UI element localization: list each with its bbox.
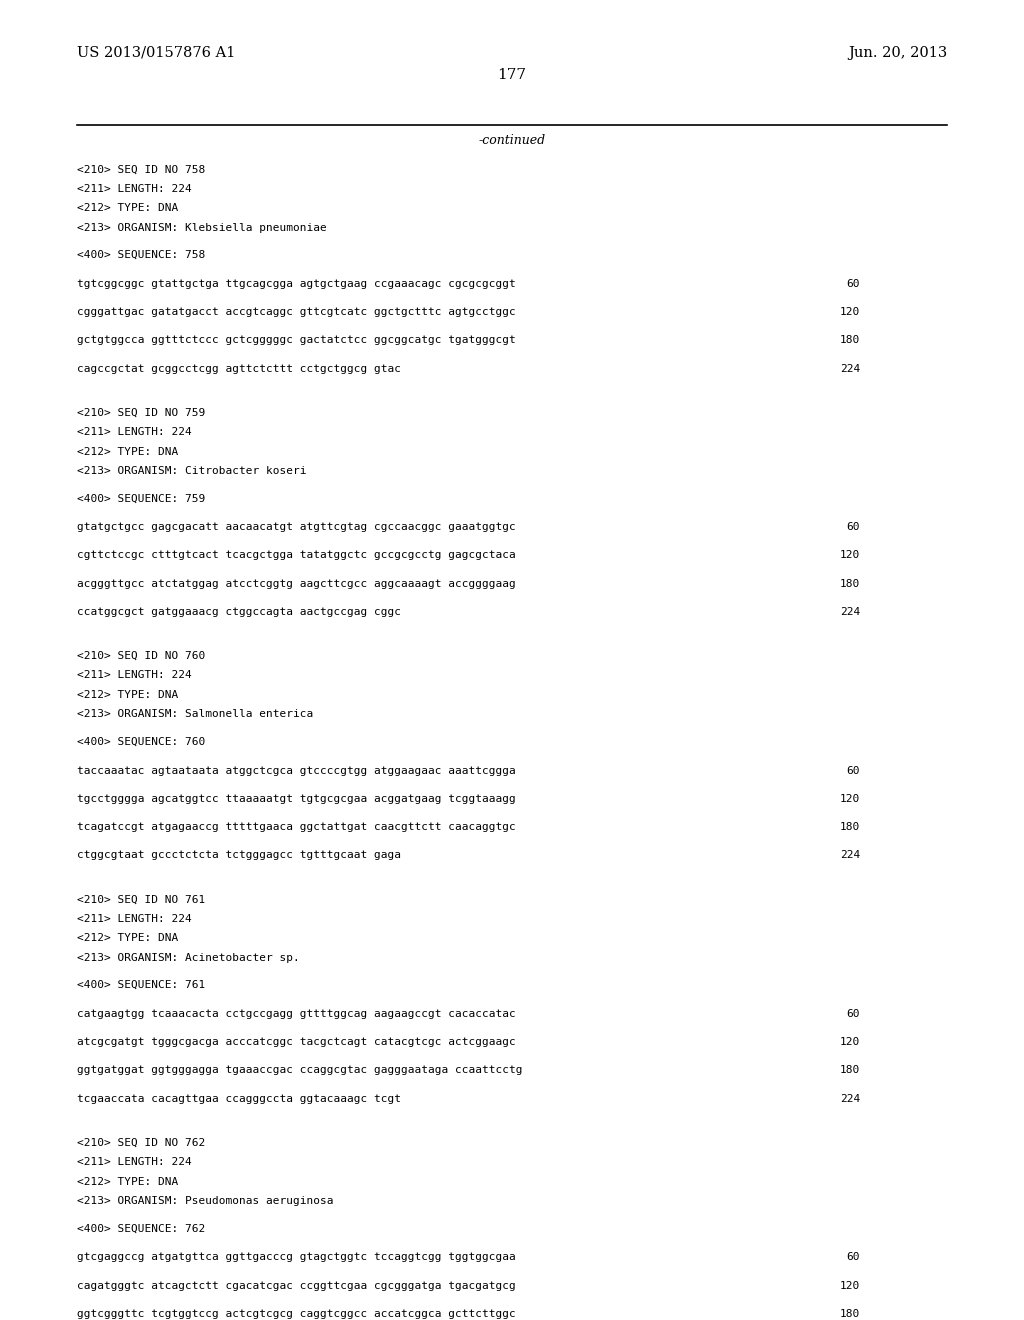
Text: <210> SEQ ID NO 762: <210> SEQ ID NO 762: [77, 1138, 205, 1147]
Text: 120: 120: [840, 308, 860, 317]
Text: <213> ORGANISM: Pseudomonas aeruginosa: <213> ORGANISM: Pseudomonas aeruginosa: [77, 1196, 333, 1206]
Text: <211> LENGTH: 224: <211> LENGTH: 224: [77, 671, 191, 680]
Text: 120: 120: [840, 1280, 860, 1291]
Text: ggtcgggttc tcgtggtccg actcgtcgcg caggtcggcc accatcggca gcttcttggc: ggtcgggttc tcgtggtccg actcgtcgcg caggtcg…: [77, 1309, 515, 1319]
Text: 60: 60: [847, 1253, 860, 1262]
Text: ccatggcgct gatggaaacg ctggccagta aactgccgag cggc: ccatggcgct gatggaaacg ctggccagta aactgcc…: [77, 607, 400, 616]
Text: <210> SEQ ID NO 758: <210> SEQ ID NO 758: [77, 164, 205, 174]
Text: <210> SEQ ID NO 761: <210> SEQ ID NO 761: [77, 895, 205, 904]
Text: <212> TYPE: DNA: <212> TYPE: DNA: [77, 446, 178, 457]
Text: 60: 60: [847, 766, 860, 776]
Text: <400> SEQUENCE: 760: <400> SEQUENCE: 760: [77, 737, 205, 747]
Text: <210> SEQ ID NO 760: <210> SEQ ID NO 760: [77, 651, 205, 661]
Text: 120: 120: [840, 1038, 860, 1047]
Text: cagccgctat gcggcctcgg agttctcttt cctgctggcg gtac: cagccgctat gcggcctcgg agttctcttt cctgctg…: [77, 363, 400, 374]
Text: 180: 180: [840, 578, 860, 589]
Text: <212> TYPE: DNA: <212> TYPE: DNA: [77, 690, 178, 700]
Text: 60: 60: [847, 1008, 860, 1019]
Text: cgggattgac gatatgacct accgtcaggc gttcgtcatc ggctgctttc agtgcctggc: cgggattgac gatatgacct accgtcaggc gttcgtc…: [77, 308, 515, 317]
Text: cgttctccgc ctttgtcact tcacgctgga tatatggctc gccgcgcctg gagcgctaca: cgttctccgc ctttgtcact tcacgctgga tatatgg…: [77, 550, 515, 561]
Text: 224: 224: [840, 363, 860, 374]
Text: 60: 60: [847, 523, 860, 532]
Text: 224: 224: [840, 607, 860, 616]
Text: <400> SEQUENCE: 758: <400> SEQUENCE: 758: [77, 249, 205, 260]
Text: atcgcgatgt tgggcgacga acccatcggc tacgctcagt catacgtcgc actcggaagc: atcgcgatgt tgggcgacga acccatcggc tacgctc…: [77, 1038, 515, 1047]
Text: tgtcggcggc gtattgctga ttgcagcgga agtgctgaag ccgaaacagc cgcgcgcggt: tgtcggcggc gtattgctga ttgcagcgga agtgctg…: [77, 279, 515, 289]
Text: <211> LENGTH: 224: <211> LENGTH: 224: [77, 183, 191, 194]
Text: ggtgatggat ggtgggagga tgaaaccgac ccaggcgtac gagggaataga ccaattcctg: ggtgatggat ggtgggagga tgaaaccgac ccaggcg…: [77, 1065, 522, 1076]
Text: catgaagtgg tcaaacacta cctgccgagg gttttggcag aagaagccgt cacaccatac: catgaagtgg tcaaacacta cctgccgagg gttttgg…: [77, 1008, 515, 1019]
Text: tcagatccgt atgagaaccg tttttgaaca ggctattgat caacgttctt caacaggtgc: tcagatccgt atgagaaccg tttttgaaca ggctatt…: [77, 822, 515, 832]
Text: 224: 224: [840, 1094, 860, 1104]
Text: <211> LENGTH: 224: <211> LENGTH: 224: [77, 428, 191, 437]
Text: 224: 224: [840, 850, 860, 861]
Text: tcgaaccata cacagttgaa ccagggccta ggtacaaagc tcgt: tcgaaccata cacagttgaa ccagggccta ggtacaa…: [77, 1094, 400, 1104]
Text: 180: 180: [840, 335, 860, 346]
Text: <210> SEQ ID NO 759: <210> SEQ ID NO 759: [77, 408, 205, 417]
Text: <400> SEQUENCE: 759: <400> SEQUENCE: 759: [77, 494, 205, 503]
Text: <212> TYPE: DNA: <212> TYPE: DNA: [77, 933, 178, 944]
Text: ctggcgtaat gccctctcta tctgggagcc tgtttgcaat gaga: ctggcgtaat gccctctcta tctgggagcc tgtttgc…: [77, 850, 400, 861]
Text: 180: 180: [840, 822, 860, 832]
Text: <400> SEQUENCE: 762: <400> SEQUENCE: 762: [77, 1224, 205, 1233]
Text: 120: 120: [840, 550, 860, 561]
Text: 177: 177: [498, 69, 526, 82]
Text: <213> ORGANISM: Klebsiella pneumoniae: <213> ORGANISM: Klebsiella pneumoniae: [77, 223, 327, 232]
Text: 180: 180: [840, 1065, 860, 1076]
Text: <212> TYPE: DNA: <212> TYPE: DNA: [77, 1176, 178, 1187]
Text: US 2013/0157876 A1: US 2013/0157876 A1: [77, 46, 236, 59]
Text: <213> ORGANISM: Citrobacter koseri: <213> ORGANISM: Citrobacter koseri: [77, 466, 306, 477]
Text: 120: 120: [840, 793, 860, 804]
Text: <400> SEQUENCE: 761: <400> SEQUENCE: 761: [77, 979, 205, 990]
Text: taccaaatac agtaataata atggctcgca gtccccgtgg atggaagaac aaattcggga: taccaaatac agtaataata atggctcgca gtccccg…: [77, 766, 515, 776]
Text: <211> LENGTH: 224: <211> LENGTH: 224: [77, 913, 191, 924]
Text: 60: 60: [847, 279, 860, 289]
Text: <213> ORGANISM: Acinetobacter sp.: <213> ORGANISM: Acinetobacter sp.: [77, 953, 300, 962]
Text: cagatgggtc atcagctctt cgacatcgac ccggttcgaa cgcgggatga tgacgatgcg: cagatgggtc atcagctctt cgacatcgac ccggttc…: [77, 1280, 515, 1291]
Text: Jun. 20, 2013: Jun. 20, 2013: [848, 46, 947, 59]
Text: tgcctgggga agcatggtcc ttaaaaatgt tgtgcgcgaa acggatgaag tcggtaaagg: tgcctgggga agcatggtcc ttaaaaatgt tgtgcgc…: [77, 793, 515, 804]
Text: gctgtggcca ggtttctccc gctcgggggc gactatctcc ggcggcatgc tgatgggcgt: gctgtggcca ggtttctccc gctcgggggc gactatc…: [77, 335, 515, 346]
Text: <212> TYPE: DNA: <212> TYPE: DNA: [77, 203, 178, 213]
Text: <213> ORGANISM: Salmonella enterica: <213> ORGANISM: Salmonella enterica: [77, 709, 313, 719]
Text: gtatgctgcc gagcgacatt aacaacatgt atgttcgtag cgccaacggc gaaatggtgc: gtatgctgcc gagcgacatt aacaacatgt atgttcg…: [77, 523, 515, 532]
Text: 180: 180: [840, 1309, 860, 1319]
Text: acgggttgcc atctatggag atcctcggtg aagcttcgcc aggcaaaagt accggggaag: acgggttgcc atctatggag atcctcggtg aagcttc…: [77, 578, 515, 589]
Text: -continued: -continued: [478, 135, 546, 147]
Text: gtcgaggccg atgatgttca ggttgacccg gtagctggtc tccaggtcgg tggtggcgaa: gtcgaggccg atgatgttca ggttgacccg gtagctg…: [77, 1253, 515, 1262]
Text: <211> LENGTH: 224: <211> LENGTH: 224: [77, 1158, 191, 1167]
